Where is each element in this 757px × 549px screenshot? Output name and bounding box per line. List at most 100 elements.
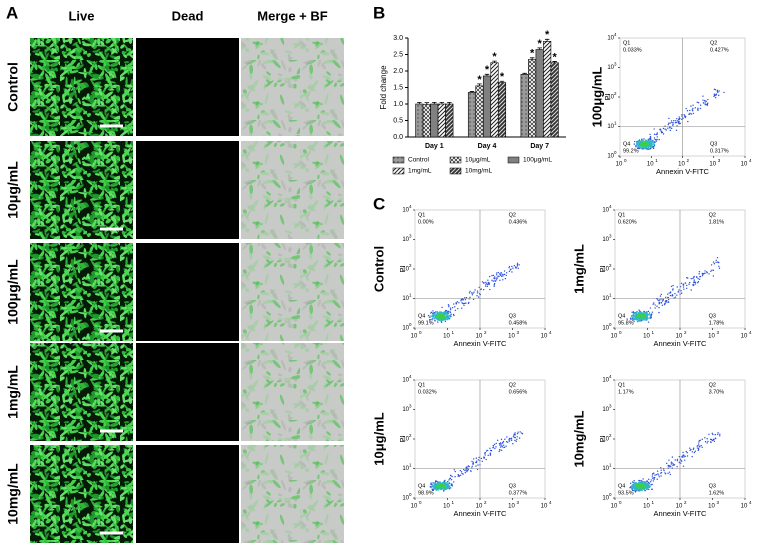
event-dot xyxy=(649,145,652,148)
y-tick-base: 10 xyxy=(602,437,609,443)
event-dot xyxy=(438,318,440,321)
y-tick-exponent: 2 xyxy=(614,91,617,96)
event-dot xyxy=(475,461,477,464)
event-dot xyxy=(478,456,480,459)
event-dot xyxy=(682,451,684,454)
event-dot xyxy=(517,431,519,433)
event-dot xyxy=(671,456,674,458)
x-tick-base: 10 xyxy=(411,504,418,510)
event-dot xyxy=(489,447,491,449)
event-dot xyxy=(464,298,467,301)
event-dot xyxy=(660,293,663,296)
event-dot xyxy=(672,284,674,287)
event-dot xyxy=(508,265,511,268)
quadrant-value: 0.436% xyxy=(509,219,528,225)
dead-image xyxy=(136,243,239,341)
event-dot xyxy=(649,138,652,141)
y-tick-label: 2.0 xyxy=(393,68,403,75)
event-dot xyxy=(644,312,646,315)
event-dot xyxy=(658,299,661,301)
bar xyxy=(528,59,537,138)
event-dot xyxy=(517,267,519,270)
event-dot xyxy=(632,484,634,487)
event-dot xyxy=(660,472,662,474)
bar xyxy=(475,85,484,138)
event-dot xyxy=(448,488,451,490)
event-dot xyxy=(692,277,694,280)
event-dot xyxy=(649,133,651,136)
legend-label: Control xyxy=(408,157,430,164)
event-dot xyxy=(667,123,669,126)
event-dot xyxy=(669,122,671,124)
event-dot xyxy=(500,449,503,452)
event-dot xyxy=(715,93,718,95)
event-dot xyxy=(516,438,518,441)
merge-image xyxy=(241,141,344,239)
event-dot xyxy=(648,314,650,316)
event-dot xyxy=(707,440,709,443)
quadrant-value: 0.00% xyxy=(418,219,434,225)
event-dot xyxy=(516,262,519,265)
significance-mark: * xyxy=(485,64,490,76)
plot-label: 10μg/mL xyxy=(371,412,386,466)
event-dot xyxy=(631,311,633,313)
error-bar xyxy=(492,60,497,63)
x-tick-exponent: 3 xyxy=(717,500,720,505)
column-label: Live xyxy=(68,8,94,23)
event-dot xyxy=(467,302,470,305)
event-dot xyxy=(675,129,678,132)
x-tick-exponent: 1 xyxy=(452,500,455,505)
event-dot xyxy=(652,147,655,150)
y-tick-label: 2.5 xyxy=(393,51,403,58)
event-dot xyxy=(446,314,449,317)
event-dot xyxy=(678,121,680,123)
event-dot xyxy=(701,446,703,449)
event-dot xyxy=(711,432,713,435)
event-dot xyxy=(652,477,654,479)
y-tick-exponent: 0 xyxy=(409,492,412,497)
plot-label: Control xyxy=(371,246,386,292)
event-dot xyxy=(654,474,656,476)
bar xyxy=(430,103,439,138)
event-dot xyxy=(445,483,447,485)
event-dot xyxy=(428,316,431,318)
event-dot xyxy=(651,144,653,147)
x-tick-exponent: 3 xyxy=(717,330,720,335)
event-dot xyxy=(649,142,652,144)
event-dot xyxy=(656,136,658,138)
event-dot xyxy=(640,143,642,145)
event-dot xyxy=(718,90,720,92)
event-dot xyxy=(457,475,459,477)
event-dot xyxy=(646,145,648,147)
event-dot xyxy=(700,444,702,447)
event-dot xyxy=(431,488,433,490)
bar xyxy=(520,74,529,138)
event-dot xyxy=(693,447,695,449)
event-dot xyxy=(436,487,439,490)
y-tick-base: 10 xyxy=(402,437,409,443)
merge-image xyxy=(241,445,344,543)
event-dot xyxy=(443,490,445,492)
event-dot xyxy=(501,273,503,276)
event-dot xyxy=(508,440,511,442)
y-tick-label: 1.5 xyxy=(393,84,403,91)
y-tick-label: 3.0 xyxy=(393,35,403,42)
event-dot xyxy=(643,315,645,317)
event-dot xyxy=(658,301,660,303)
event-dot xyxy=(635,482,637,484)
event-dot xyxy=(436,482,438,485)
event-dot xyxy=(469,296,471,299)
bar xyxy=(490,62,499,138)
event-dot xyxy=(647,314,649,316)
event-dot xyxy=(653,137,656,139)
event-dot xyxy=(499,273,501,275)
event-dot xyxy=(645,141,647,144)
event-dot xyxy=(637,319,639,321)
event-dot xyxy=(683,288,685,290)
y-tick-base: 10 xyxy=(402,407,409,413)
event-dot xyxy=(717,432,719,434)
event-dot xyxy=(463,304,465,307)
event-dot xyxy=(697,281,699,284)
x-tick-base: 10 xyxy=(508,504,515,510)
y-tick-base: 10 xyxy=(602,326,609,332)
